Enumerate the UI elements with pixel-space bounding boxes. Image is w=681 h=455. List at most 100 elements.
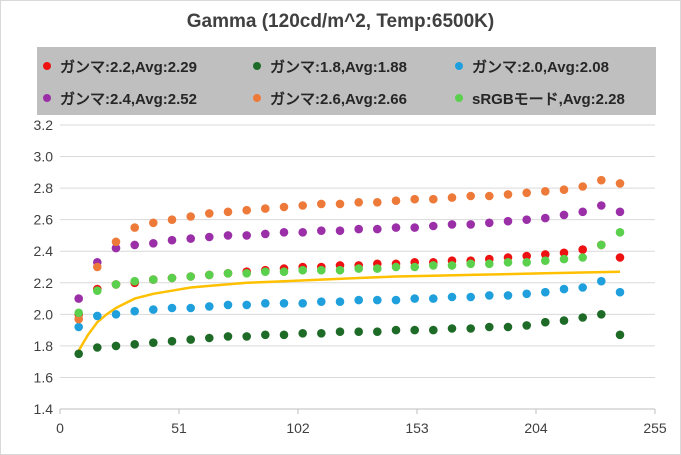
data-point (522, 188, 531, 198)
data-point (167, 273, 177, 283)
data-point (186, 272, 195, 281)
data-point (167, 303, 177, 313)
data-point (373, 224, 382, 234)
data-point (578, 245, 587, 254)
data-point (111, 280, 121, 289)
data-point (74, 308, 83, 318)
data-point (279, 267, 289, 277)
data-point (578, 313, 587, 322)
data-point (111, 243, 121, 253)
data-point (317, 265, 326, 275)
data-point (223, 300, 233, 310)
data-point (447, 292, 457, 302)
data-point (317, 329, 326, 338)
data-point (74, 314, 83, 324)
legend-label: ガンマ:1.8,Avg:1.88 (270, 58, 407, 76)
data-point (578, 253, 587, 262)
data-point (130, 223, 139, 232)
data-point (615, 228, 625, 237)
y-tick-label: 3.0 (34, 149, 54, 165)
data-point (410, 223, 420, 232)
y-tick-label: 2.8 (34, 180, 54, 196)
data-point (578, 182, 587, 191)
data-point (541, 213, 550, 223)
y-tick-label: 3.2 (34, 117, 54, 133)
axes: 1.4 1.6 1.8 2.0 2.2 2.4 2.6 2.8 3.0 3.2 0 51 102 153 2… (34, 117, 667, 436)
y-tick-label: 2.6 (34, 212, 54, 228)
legend-entry-gamma-2-2: ガンマ:2.2,Avg:2.29 (43, 54, 197, 78)
data-point (391, 262, 401, 272)
data-point (541, 256, 550, 265)
data-point (205, 270, 214, 280)
data-point (74, 349, 83, 359)
legend-swatch-icon (43, 94, 51, 102)
x-tick-label: 255 (643, 420, 667, 436)
y-tick-label: 1.8 (34, 338, 54, 354)
chart-title: Gamma (120cd/m^2, Temp:6500K) (186, 11, 495, 32)
data-point (429, 294, 438, 303)
series-2 (74, 276, 625, 332)
data-point (410, 294, 420, 303)
data-point (223, 231, 233, 240)
y-tick-label: 1.4 (34, 401, 54, 417)
data-point (93, 311, 102, 321)
legend-label: sRGBモード,Avg:2.28 (472, 90, 625, 108)
data-point (130, 276, 139, 286)
legend-swatch-icon (43, 62, 51, 70)
data-point (205, 333, 214, 343)
data-point (503, 258, 513, 267)
data-point (373, 295, 382, 305)
data-point (335, 226, 345, 235)
data-point (485, 218, 494, 228)
x-tick-label: 51 (171, 420, 187, 436)
data-point (111, 341, 121, 351)
data-point (615, 330, 625, 340)
data-point (578, 207, 587, 217)
data-point (186, 234, 195, 243)
series-4 (74, 175, 625, 324)
y-tick-label: 1.6 (34, 369, 54, 385)
data-point (615, 253, 625, 262)
data-point (466, 324, 476, 333)
data-point (298, 299, 308, 308)
data-point (391, 223, 401, 232)
data-point (503, 216, 513, 226)
data-point (410, 325, 420, 335)
reference-curve (77, 270, 621, 352)
data-point (503, 291, 513, 300)
data-point (149, 239, 158, 248)
data-point (373, 327, 382, 337)
data-point (391, 196, 401, 205)
data-point (354, 295, 364, 305)
data-point (279, 299, 289, 308)
data-point (522, 215, 531, 224)
legend-swatch-icon (455, 94, 463, 102)
data-point (261, 204, 270, 213)
legend-label: ガンマ:2.4,Avg:2.52 (60, 90, 197, 108)
data-point (559, 210, 569, 220)
x-tick-label: 153 (405, 420, 429, 436)
data-point (429, 221, 438, 231)
data-point (615, 207, 625, 217)
data-point (111, 237, 121, 247)
data-point (354, 327, 364, 337)
data-point (167, 235, 177, 245)
data-point (447, 324, 457, 333)
x-tick-label: 204 (524, 420, 548, 436)
data-point (559, 254, 569, 264)
data-point (298, 201, 308, 210)
data-point (149, 275, 158, 284)
series-3 (74, 201, 625, 303)
data-point (466, 220, 476, 229)
data-point (466, 292, 476, 302)
data-point (93, 286, 102, 296)
data-point (559, 185, 569, 194)
data-point (559, 284, 569, 294)
data-point (223, 269, 233, 278)
data-point (503, 322, 513, 332)
data-point (149, 305, 158, 314)
data-point (615, 287, 625, 297)
data-point (223, 207, 233, 217)
data-point (597, 240, 606, 250)
data-point (429, 261, 438, 270)
